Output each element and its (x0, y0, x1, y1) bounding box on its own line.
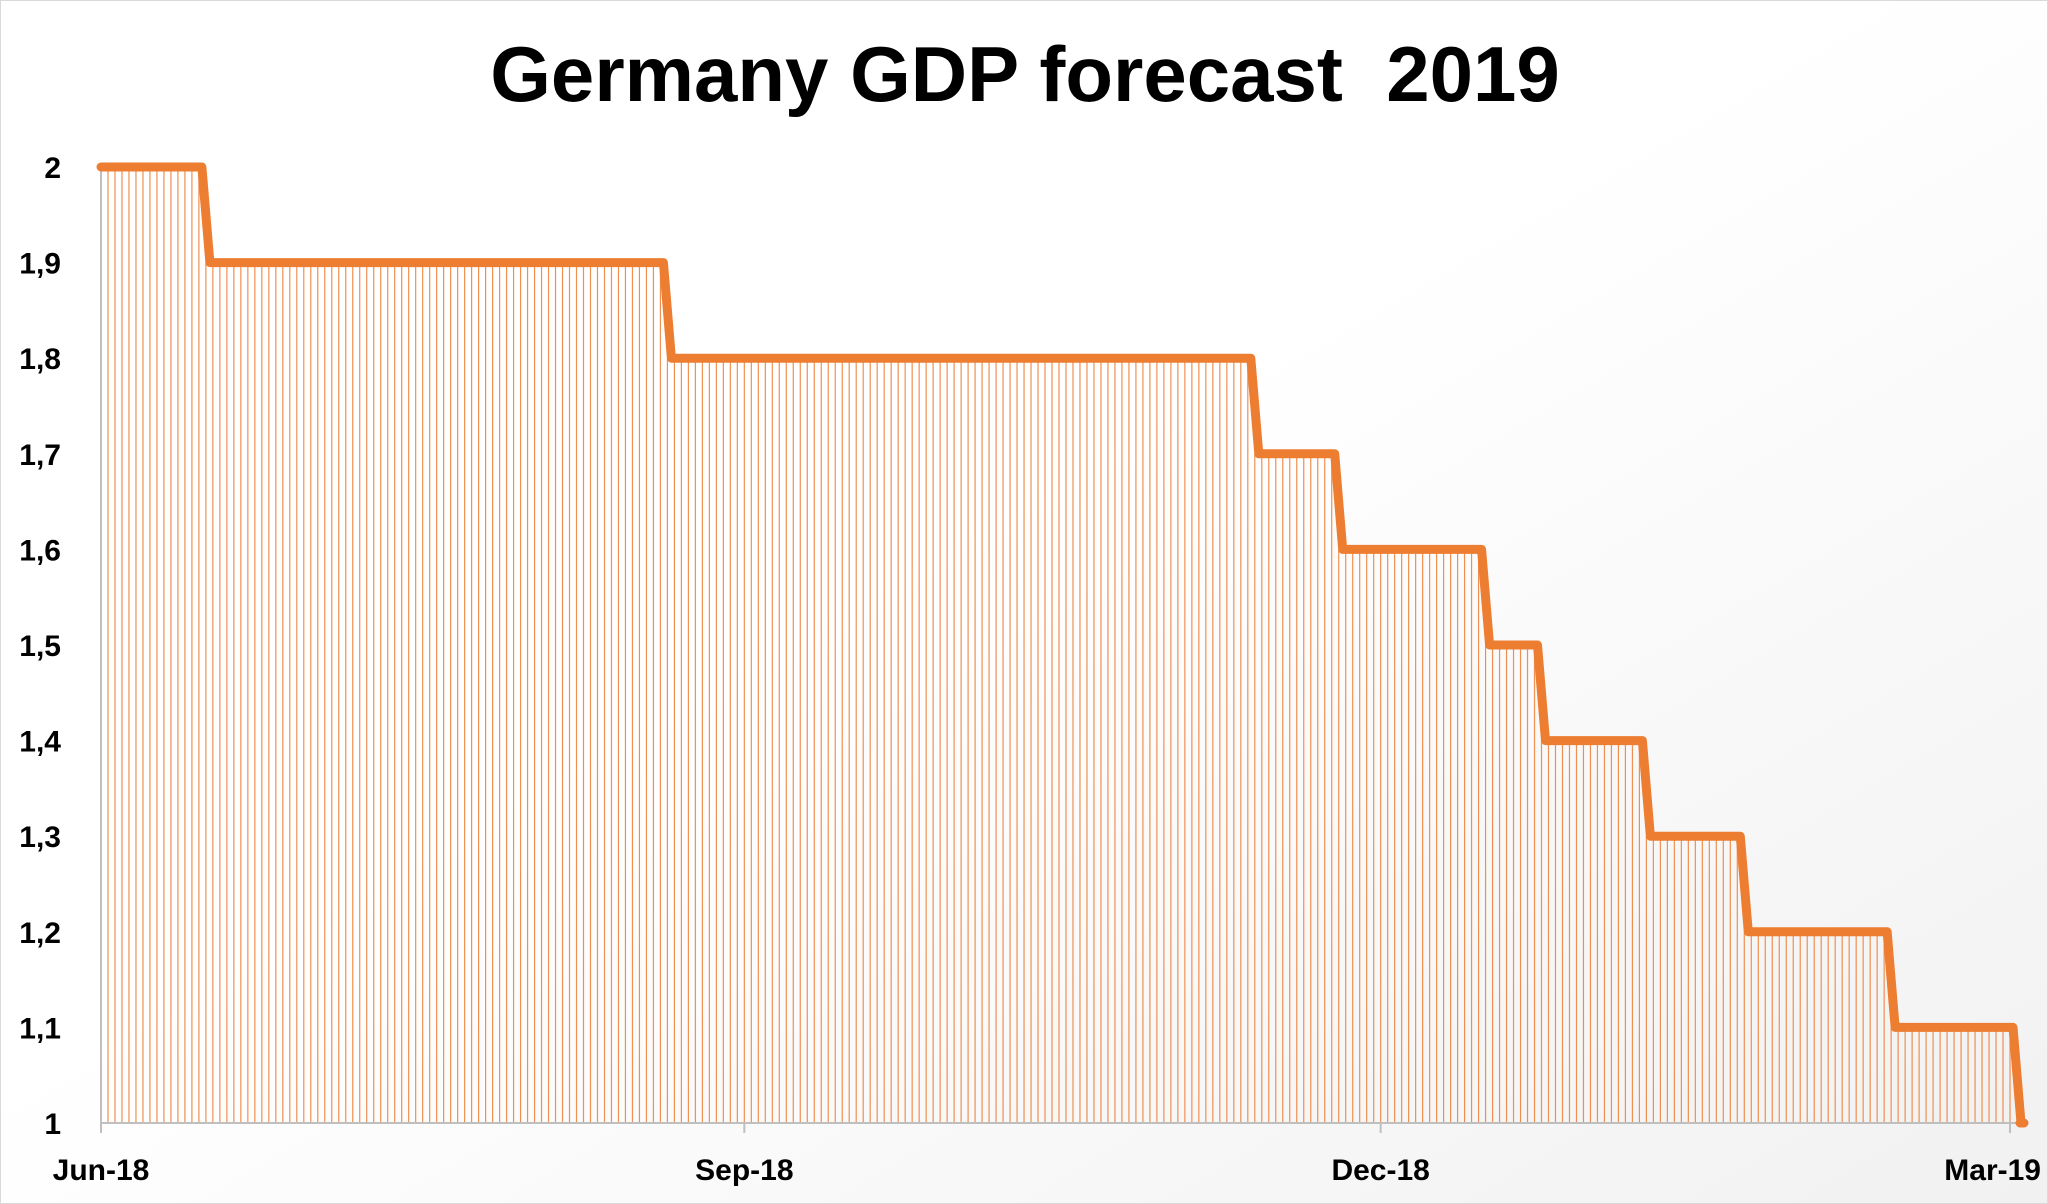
x-tick-label: Sep-18 (695, 1154, 793, 1187)
y-tick-label: 1,4 (19, 726, 61, 759)
x-tick-label: Jun-18 (53, 1154, 150, 1187)
y-tick-label: 1,8 (19, 343, 61, 376)
axes (100, 163, 2024, 1124)
y-tick-label: 1,3 (19, 821, 61, 854)
x-tick-label: Dec-18 (1331, 1154, 1429, 1187)
y-tick-label: 1,5 (19, 630, 61, 663)
area-fill-lines (100, 167, 2011, 1123)
y-tick-label: 1 (44, 1108, 61, 1141)
y-tick-label: 1,9 (19, 248, 61, 281)
y-axis-ticks: 1 1,1 1,2 1,3 1,4 1,5 1,6 1,7 1,8 1,9 2 (19, 152, 61, 1141)
y-tick-label: 1,2 (19, 917, 61, 950)
x-axis-ticks: Jun-18 Sep-18 Dec-18 Mar-19 (53, 1123, 2041, 1187)
chart-title: Germany GDP forecast 2019 (490, 30, 1560, 118)
y-tick-label: 1,1 (19, 1012, 61, 1045)
series-line-group (96, 162, 2029, 1128)
x-tick-label: Mar-19 (1944, 1154, 2041, 1187)
y-tick-label: 1,6 (19, 534, 61, 567)
y-tick-label: 1,7 (19, 439, 61, 472)
series-line (96, 162, 2029, 1128)
y-tick-label: 2 (44, 152, 61, 185)
